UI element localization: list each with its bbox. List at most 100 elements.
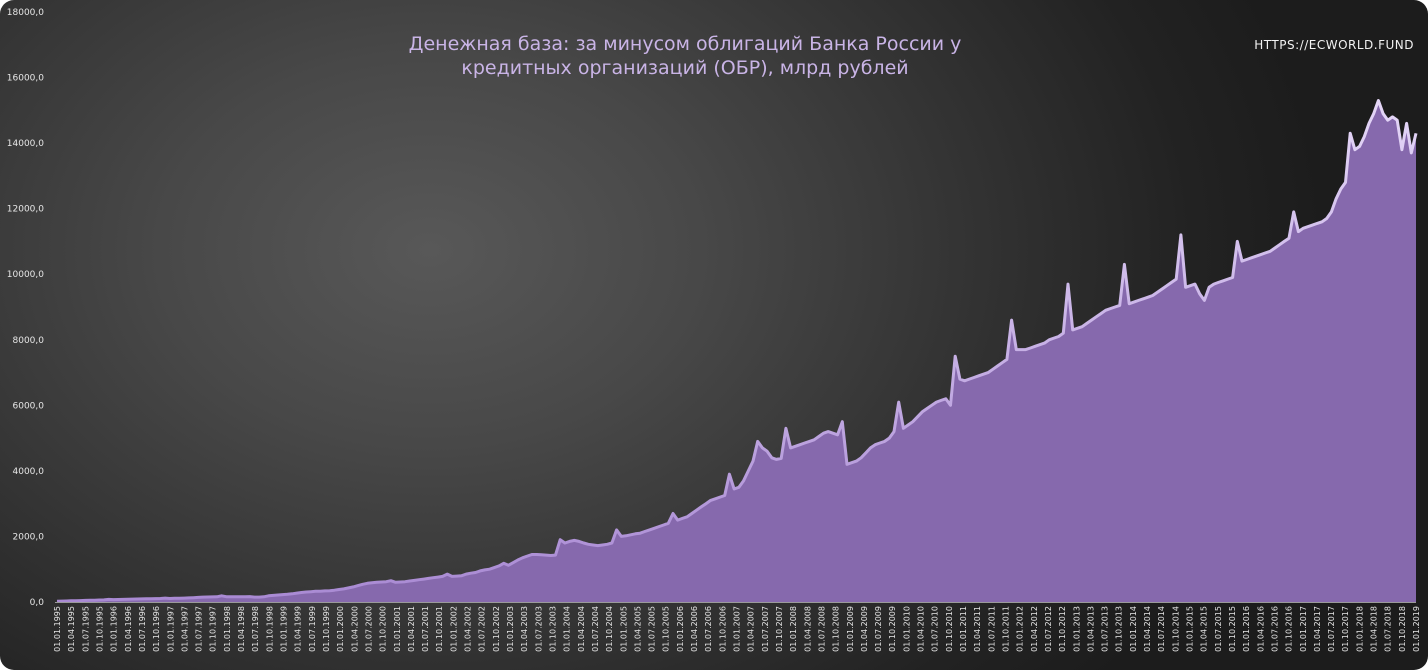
x-tick-label: 01.04.2005 xyxy=(633,606,642,652)
x-tick-label: 01.01.2013 xyxy=(1072,606,1081,652)
x-tick-label: 01.04.2013 xyxy=(1086,606,1095,652)
plot-area xyxy=(55,99,1418,603)
y-tick-label: 18000,0 xyxy=(7,8,44,18)
x-tick-label: 01.07.2005 xyxy=(648,606,657,652)
y-tick-label: 14000,0 xyxy=(7,139,44,149)
series-area xyxy=(57,100,1416,602)
x-tick-label: 01.01.2010 xyxy=(902,606,911,652)
x-tick-label: 01.04.2004 xyxy=(577,606,586,652)
x-tick-label: 01.07.1999 xyxy=(308,606,317,652)
x-tick-label: 01.10.2018 xyxy=(1398,606,1407,652)
x-tick-label: 01.07.2017 xyxy=(1327,606,1336,652)
x-tick-label: 01.04.2006 xyxy=(690,606,699,652)
x-tick-label: 01.01.2002 xyxy=(449,606,458,652)
x-tick-label: 01.04.1999 xyxy=(294,606,303,652)
x-tick-label: 01.07.2001 xyxy=(421,606,430,652)
x-tick-label: 01.10.2017 xyxy=(1341,606,1350,652)
x-tick-label: 01.01.2008 xyxy=(789,606,798,652)
x-tick-label: 01.04.2014 xyxy=(1143,606,1152,652)
x-tick-label: 01.01.2000 xyxy=(336,606,345,652)
y-tick-label: 2000,0 xyxy=(13,532,45,542)
x-tick-label: 01.10.2011 xyxy=(1002,606,1011,652)
y-tick-label: 0,0 xyxy=(30,598,45,608)
y-tick-label: 10000,0 xyxy=(7,270,44,280)
x-tick-label: 01.01.2003 xyxy=(506,606,515,652)
x-tick-label: 01.04.2007 xyxy=(747,606,756,652)
x-tick-label: 01.01.2015 xyxy=(1186,606,1195,652)
x-tick-label: 01.10.2000 xyxy=(379,606,388,652)
y-tick-label: 4000,0 xyxy=(13,467,45,477)
x-tick-label: 01.04.1997 xyxy=(180,606,189,652)
x-tick-label: 01.07.1998 xyxy=(251,606,260,652)
x-tick-label: 01.01.1998 xyxy=(223,606,232,652)
x-tick-label: 01.10.1996 xyxy=(152,606,161,652)
x-tick-label: 01.07.2002 xyxy=(478,606,487,652)
x-tick-label: 01.04.2011 xyxy=(973,606,982,652)
x-tick-label: 01.07.1996 xyxy=(138,606,147,652)
x-tick-label: 01.04.2018 xyxy=(1370,606,1379,652)
x-tick-label: 01.07.2013 xyxy=(1101,606,1110,652)
x-tick-label: 01.01.2009 xyxy=(846,606,855,652)
x-tick-label: 01.01.1999 xyxy=(280,606,289,652)
x-tick-label: 01.04.2000 xyxy=(350,606,359,652)
x-tick-label: 01.04.2001 xyxy=(407,606,416,652)
x-tick-label: 01.07.2012 xyxy=(1044,606,1053,652)
y-tick-label: 12000,0 xyxy=(7,205,44,215)
x-tick-label: 01.10.2008 xyxy=(832,606,841,652)
x-tick-label: 01.10.2004 xyxy=(605,606,614,652)
x-tick-label: 01.01.2017 xyxy=(1299,606,1308,652)
x-tick-label: 01.01.1997 xyxy=(166,606,175,652)
x-tick-label: 01.01.2018 xyxy=(1355,606,1364,652)
x-tick-label: 01.07.2006 xyxy=(704,606,713,652)
x-tick-label: 01.10.2001 xyxy=(435,606,444,652)
x-tick-label: 01.04.2009 xyxy=(860,606,869,652)
x-tick-label: 01.04.2008 xyxy=(803,606,812,652)
x-tick-label: 01.10.1997 xyxy=(209,606,218,652)
x-tick-label: 01.07.2003 xyxy=(534,606,543,652)
x-tick-label: 01.01.1996 xyxy=(110,606,119,652)
x-tick-label: 01.10.2002 xyxy=(492,606,501,652)
x-tick-label: 01.01.2005 xyxy=(619,606,628,652)
x-tick-label: 01.04.2016 xyxy=(1256,606,1265,652)
x-tick-label: 01.01.2001 xyxy=(393,606,402,652)
x-tick-label: 01.04.2012 xyxy=(1030,606,1039,652)
x-tick-label: 01.07.1995 xyxy=(81,606,90,652)
x-tick-label: 01.04.2003 xyxy=(520,606,529,652)
x-tick-label: 01.07.2007 xyxy=(761,606,770,652)
y-tick-label: 6000,0 xyxy=(13,401,45,411)
x-tick-label: 01.07.1997 xyxy=(195,606,204,652)
x-tick-label: 01.07.2014 xyxy=(1157,606,1166,652)
x-tick-label: 01.07.2009 xyxy=(874,606,883,652)
x-tick-label: 01.10.2014 xyxy=(1171,606,1180,652)
x-tick-label: 01.07.2016 xyxy=(1270,606,1279,652)
x-tick-label: 01.01.2016 xyxy=(1242,606,1251,652)
x-tick-label: 01.10.2016 xyxy=(1285,606,1294,652)
series-edge xyxy=(56,99,1418,603)
x-tick-label: 01.01.2011 xyxy=(959,606,968,652)
x-tick-label: 01.01.2019 xyxy=(1412,606,1421,652)
x-tick-label: 01.04.2010 xyxy=(917,606,926,652)
x-tick-label: 01.04.1998 xyxy=(237,606,246,652)
x-tick-label: 01.07.2010 xyxy=(931,606,940,652)
x-tick-label: 01.10.2003 xyxy=(549,606,558,652)
x-tick-label: 01.07.2008 xyxy=(817,606,826,652)
x-tick-label: 01.04.1996 xyxy=(124,606,133,652)
y-axis: 0,0 2000,0 4000,0 6000,0 8000,0 10000,0 12000,… xyxy=(7,8,44,608)
x-tick-label: 01.01.2012 xyxy=(1016,606,1025,652)
x-tick-label: 01.01.2004 xyxy=(563,606,572,652)
y-tick-label: 8000,0 xyxy=(13,336,45,346)
x-tick-label: 01.10.2013 xyxy=(1115,606,1124,652)
chart-title: Денежная база: за минусом облигаций Банк… xyxy=(400,32,970,80)
x-tick-label: 01.10.1998 xyxy=(265,606,274,652)
x-tick-label: 01.10.2005 xyxy=(662,606,671,652)
x-tick-label: 01.07.2011 xyxy=(987,606,996,652)
x-tick-label: 01.04.2015 xyxy=(1200,606,1209,652)
x-tick-label: 01.07.2015 xyxy=(1214,606,1223,652)
x-axis: 01.01.1995 01.04.1995 01.07.1995 01.10.1995… xyxy=(53,606,1421,652)
y-tick-label: 16000,0 xyxy=(7,74,44,84)
x-tick-label: 01.01.2014 xyxy=(1129,606,1138,652)
x-tick-label: 01.10.2006 xyxy=(718,606,727,652)
x-tick-label: 01.07.2018 xyxy=(1384,606,1393,652)
x-tick-label: 01.07.2000 xyxy=(364,606,373,652)
